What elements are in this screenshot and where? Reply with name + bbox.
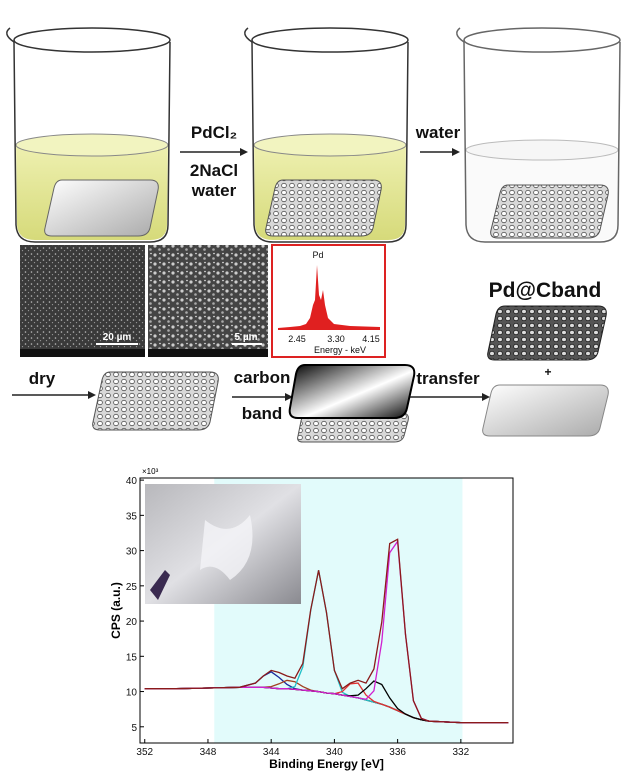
edx-tick: 4.15 [362, 334, 380, 344]
arrow-head [240, 148, 248, 156]
arrow-head [452, 148, 460, 156]
y-tick-label: 35 [126, 511, 138, 522]
x-tick-label: 336 [389, 747, 406, 758]
y-tick-label: 10 [126, 688, 138, 699]
x-tick-label: 352 [136, 747, 153, 758]
step-label: carbon [234, 368, 291, 387]
beaker [7, 28, 170, 242]
y-tick-label: 5 [131, 723, 137, 734]
plate [488, 306, 607, 360]
y-tick-label: 40 [126, 476, 138, 487]
y-axis-label: CPS (a.u.) [109, 582, 123, 639]
reagent: water [415, 123, 461, 142]
product-label: Pd@Cband [489, 279, 602, 302]
x-axis-label: Binding Energy [eV] [269, 757, 384, 771]
edx-peak-label: Pd [312, 250, 323, 260]
figure: PdCl₂ 2NaCl water water 20 µm 5 µm Pd 2.… [0, 0, 622, 774]
reagent: PdCl₂ [191, 123, 237, 142]
reagent: 2NaCl [190, 161, 238, 180]
plate [483, 385, 609, 436]
step-label: dry [29, 369, 56, 388]
edx-tick: 2.45 [288, 334, 306, 344]
scale-bar: 20 µm [103, 332, 132, 343]
x-tick-label: 348 [200, 747, 217, 758]
beaker [457, 28, 620, 242]
plate [93, 372, 219, 430]
edx-axis-label: Energy - keV [314, 345, 366, 355]
scale-bar: 5 µm [235, 332, 258, 343]
plus: + [544, 365, 551, 379]
edx-tick: 3.30 [327, 334, 345, 344]
y-tick-label: 15 [126, 652, 138, 663]
carbon-band [290, 365, 415, 418]
y-tick-label: 20 [126, 617, 138, 628]
y-multiplier: ×10³ [142, 467, 159, 476]
beaker [245, 28, 408, 242]
reagent: water [191, 181, 237, 200]
y-tick-label: 30 [126, 547, 138, 558]
y-tick-label: 25 [126, 582, 138, 593]
step-label: transfer [416, 369, 480, 388]
step-label: band [242, 404, 283, 423]
x-tick-label: 332 [452, 747, 469, 758]
